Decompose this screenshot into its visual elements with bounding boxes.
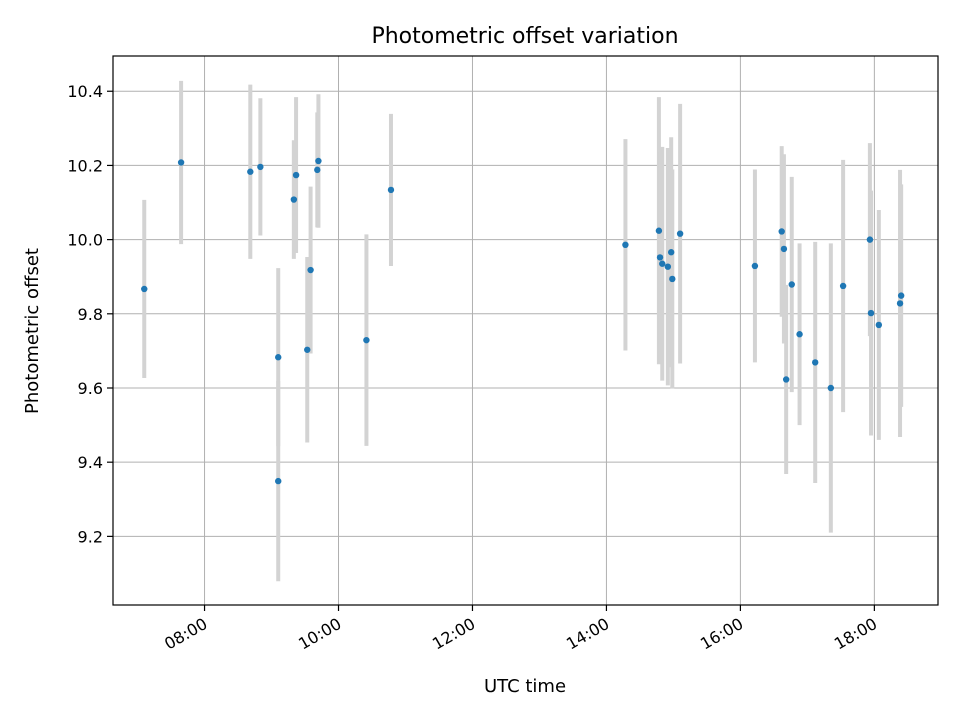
- point-layer: [141, 157, 905, 485]
- data-point: [659, 260, 666, 267]
- data-point: [827, 384, 835, 392]
- data-point: [622, 241, 629, 249]
- data-point: [177, 159, 185, 166]
- data-point: [387, 186, 395, 194]
- data-point: [751, 262, 759, 270]
- data-point: [290, 196, 298, 203]
- data-point: [275, 354, 282, 361]
- tick-layer: 08:00 10:00 12:00 14:00 16:00 18:00 9.2 9.4 9.6 9…: [67, 82, 880, 653]
- y-tick-label: 10.0: [67, 231, 103, 250]
- data-point: [667, 249, 675, 256]
- data-point: [141, 285, 148, 293]
- data-point: [780, 245, 788, 253]
- data-point: [664, 263, 672, 270]
- data-point: [275, 477, 282, 485]
- data-point: [656, 254, 664, 261]
- plot-frame: [112, 55, 939, 606]
- data-point: [676, 230, 684, 237]
- data-point: [788, 281, 795, 288]
- y-tick-label: 10.2: [67, 156, 103, 175]
- data-point: [257, 163, 264, 171]
- data-point: [247, 168, 254, 175]
- data-point: [811, 359, 819, 366]
- data-point: [867, 309, 875, 317]
- data-point: [875, 321, 883, 329]
- y-tick-label: 9.4: [78, 453, 103, 472]
- y-axis-label: Photometric offset: [22, 248, 43, 414]
- data-point: [897, 292, 905, 299]
- data-point: [315, 157, 322, 165]
- data-point: [307, 266, 314, 274]
- data-point: [304, 346, 311, 353]
- data-point: [866, 236, 874, 243]
- data-point: [896, 300, 904, 307]
- data-point: [778, 228, 785, 235]
- y-tick-label: 9.8: [78, 305, 103, 324]
- data-point: [669, 275, 676, 283]
- data-point: [314, 166, 321, 174]
- data-point: [655, 227, 663, 234]
- y-tick-label: 9.2: [78, 527, 103, 546]
- errorbar-layer: [142, 80, 904, 582]
- x-tick-label: 14:00: [563, 614, 612, 654]
- y-tick-label: 10.4: [67, 82, 103, 101]
- data-point: [839, 282, 847, 290]
- chart-title: Photometric offset variation: [371, 24, 678, 49]
- x-tick-label: 10:00: [295, 614, 344, 654]
- x-tick-label: 18:00: [831, 614, 880, 654]
- data-point: [363, 336, 370, 344]
- data-point: [292, 171, 300, 179]
- y-tick-label: 9.6: [78, 379, 103, 398]
- x-tick-label: 16:00: [697, 614, 746, 654]
- data-point: [782, 376, 790, 383]
- data-point: [796, 331, 803, 338]
- x-tick-label: 12:00: [429, 614, 478, 654]
- x-tick-label: 08:00: [161, 614, 210, 654]
- x-axis-label: UTC time: [484, 676, 566, 697]
